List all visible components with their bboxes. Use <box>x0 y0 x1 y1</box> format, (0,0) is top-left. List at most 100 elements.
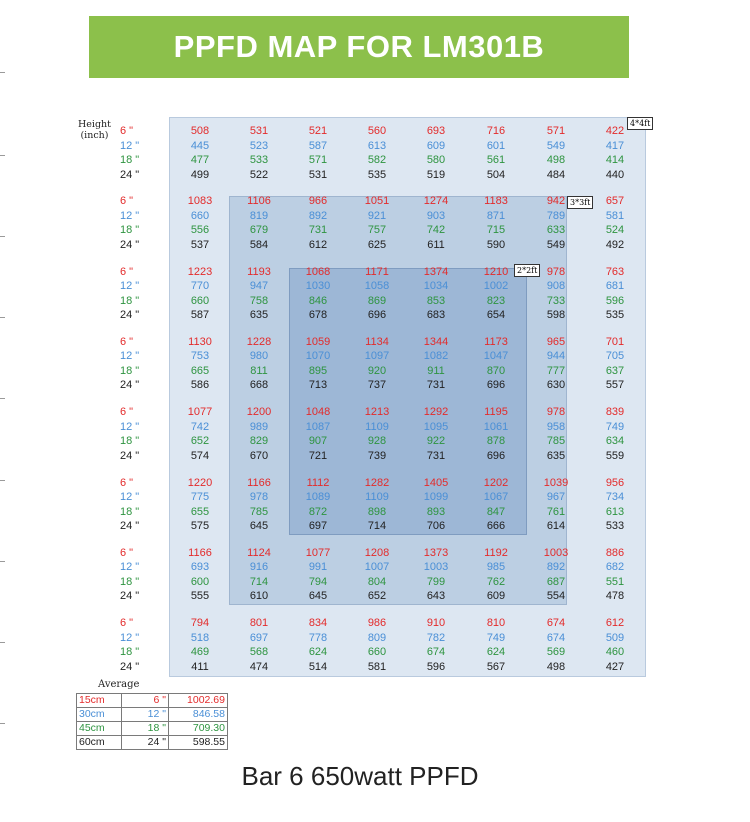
ppfd-value: 1048 <box>305 406 331 419</box>
margin-tick <box>0 398 5 399</box>
ppfd-value: 706 <box>426 520 446 532</box>
ppfd-value: 1059 <box>305 335 331 348</box>
average-title: Average <box>98 679 140 690</box>
ppfd-value: 1034 <box>423 280 449 293</box>
ppfd-value: 484 <box>546 168 566 181</box>
ppfd-value: 556 <box>190 224 210 237</box>
ppfd-value: 561 <box>486 154 506 166</box>
ppfd-value: 1087 <box>305 420 331 433</box>
height-row-label: 24 " <box>120 309 140 322</box>
ppfd-value: 886 <box>605 546 625 559</box>
ppfd-value: 1051 <box>364 195 390 208</box>
ppfd-value: 742 <box>190 420 210 433</box>
ppfd-value: 1166 <box>247 476 271 489</box>
ppfd-value: 705 <box>605 350 625 363</box>
average-cm: 15cm <box>76 693 122 708</box>
ppfd-value: 625 <box>367 238 387 251</box>
ppfd-value: 652 <box>367 590 387 603</box>
ppfd-value: 474 <box>249 660 269 673</box>
ppfd-value: 596 <box>426 660 446 673</box>
margin-tick <box>0 236 5 237</box>
ppfd-value: 872 <box>308 505 328 518</box>
ppfd-value: 498 <box>546 660 566 673</box>
ppfd-value: 921 <box>367 209 387 222</box>
ppfd-value: 907 <box>308 435 328 448</box>
ppfd-value: 911 <box>427 364 445 377</box>
ppfd-value: 693 <box>190 561 210 574</box>
ppfd-value: 660 <box>190 294 210 307</box>
ppfd-value: 892 <box>546 561 566 574</box>
ppfd-value: 624 <box>308 646 328 659</box>
height-row-label: 24 " <box>120 660 140 673</box>
ppfd-value: 696 <box>486 379 506 392</box>
ppfd-value: 560 <box>367 125 387 137</box>
zone-label-4x4: 4*4ft <box>627 117 654 130</box>
ppfd-value: 549 <box>546 238 566 251</box>
ppfd-value: 801 <box>249 617 269 630</box>
ppfd-value: 895 <box>308 364 328 377</box>
ppfd-value: 635 <box>546 449 566 462</box>
margin-tick <box>0 723 5 724</box>
height-row-label: 24 " <box>120 379 140 392</box>
ppfd-value: 535 <box>605 309 625 322</box>
ppfd-value: 679 <box>249 224 269 237</box>
ppfd-value: 584 <box>249 238 269 251</box>
ppfd-value: 1067 <box>483 491 509 503</box>
ppfd-value: 696 <box>367 309 387 322</box>
ppfd-value: 575 <box>190 520 210 532</box>
ppfd-value: 761 <box>546 505 566 518</box>
ppfd-value: 714 <box>367 520 387 532</box>
ppfd-value: 1109 <box>365 420 389 433</box>
ppfd-value: 568 <box>249 646 269 659</box>
ppfd-value: 678 <box>308 309 328 322</box>
height-row-label: 6 " <box>120 335 134 348</box>
ppfd-value: 682 <box>605 561 625 574</box>
ppfd-value: 947 <box>249 280 269 293</box>
ppfd-value: 1112 <box>306 476 330 489</box>
ppfd-value: 920 <box>367 364 387 377</box>
ppfd-value: 634 <box>605 435 625 448</box>
ppfd-value: 609 <box>486 590 506 603</box>
ppfd-value: 670 <box>249 449 269 462</box>
ppfd-value: 1002 <box>483 280 509 293</box>
ppfd-value: 559 <box>605 449 625 462</box>
ppfd-value: 819 <box>249 209 269 222</box>
ppfd-value: 581 <box>605 209 625 222</box>
ppfd-value: 1274 <box>423 195 449 208</box>
ppfd-value: 942 <box>546 195 566 208</box>
ppfd-value: 829 <box>249 435 269 448</box>
ppfd-value: 1223 <box>187 265 213 278</box>
ppfd-value: 871 <box>486 209 506 222</box>
page-title: PPFD MAP FOR LM301B <box>173 29 545 64</box>
ppfd-value: 427 <box>605 660 625 673</box>
ppfd-value: 785 <box>249 505 269 518</box>
ppfd-value: 612 <box>605 617 625 630</box>
ppfd-value: 1068 <box>305 265 331 278</box>
ppfd-value: 966 <box>308 195 328 208</box>
ppfd-value: 533 <box>605 520 625 532</box>
ppfd-value: 411 <box>191 660 209 673</box>
ppfd-value: 714 <box>249 575 269 588</box>
ppfd-value: 991 <box>308 561 328 574</box>
ppfd-value: 612 <box>308 238 328 251</box>
height-row-label: 6 " <box>120 546 134 559</box>
ppfd-value: 763 <box>605 265 625 278</box>
ppfd-value: 624 <box>486 646 506 659</box>
ppfd-value: 587 <box>308 139 328 152</box>
ppfd-value: 549 <box>546 139 566 152</box>
ppfd-value: 635 <box>249 309 269 322</box>
ppfd-value: 721 <box>308 449 328 462</box>
ppfd-value: 523 <box>249 139 269 152</box>
height-row-label: 24 " <box>120 590 140 603</box>
ppfd-value: 596 <box>605 294 625 307</box>
height-row-label: 24 " <box>120 520 140 532</box>
margin-tick <box>0 561 5 562</box>
ppfd-value: 804 <box>367 575 387 588</box>
ppfd-value: 660 <box>190 209 210 222</box>
height-row-label: 18 " <box>120 224 140 237</box>
ppfd-value: 799 <box>426 575 446 588</box>
height-row-label: 6 " <box>120 265 134 278</box>
ppfd-value: 823 <box>486 294 506 307</box>
height-row-label: 18 " <box>120 646 140 659</box>
ppfd-value: 521 <box>308 125 328 137</box>
